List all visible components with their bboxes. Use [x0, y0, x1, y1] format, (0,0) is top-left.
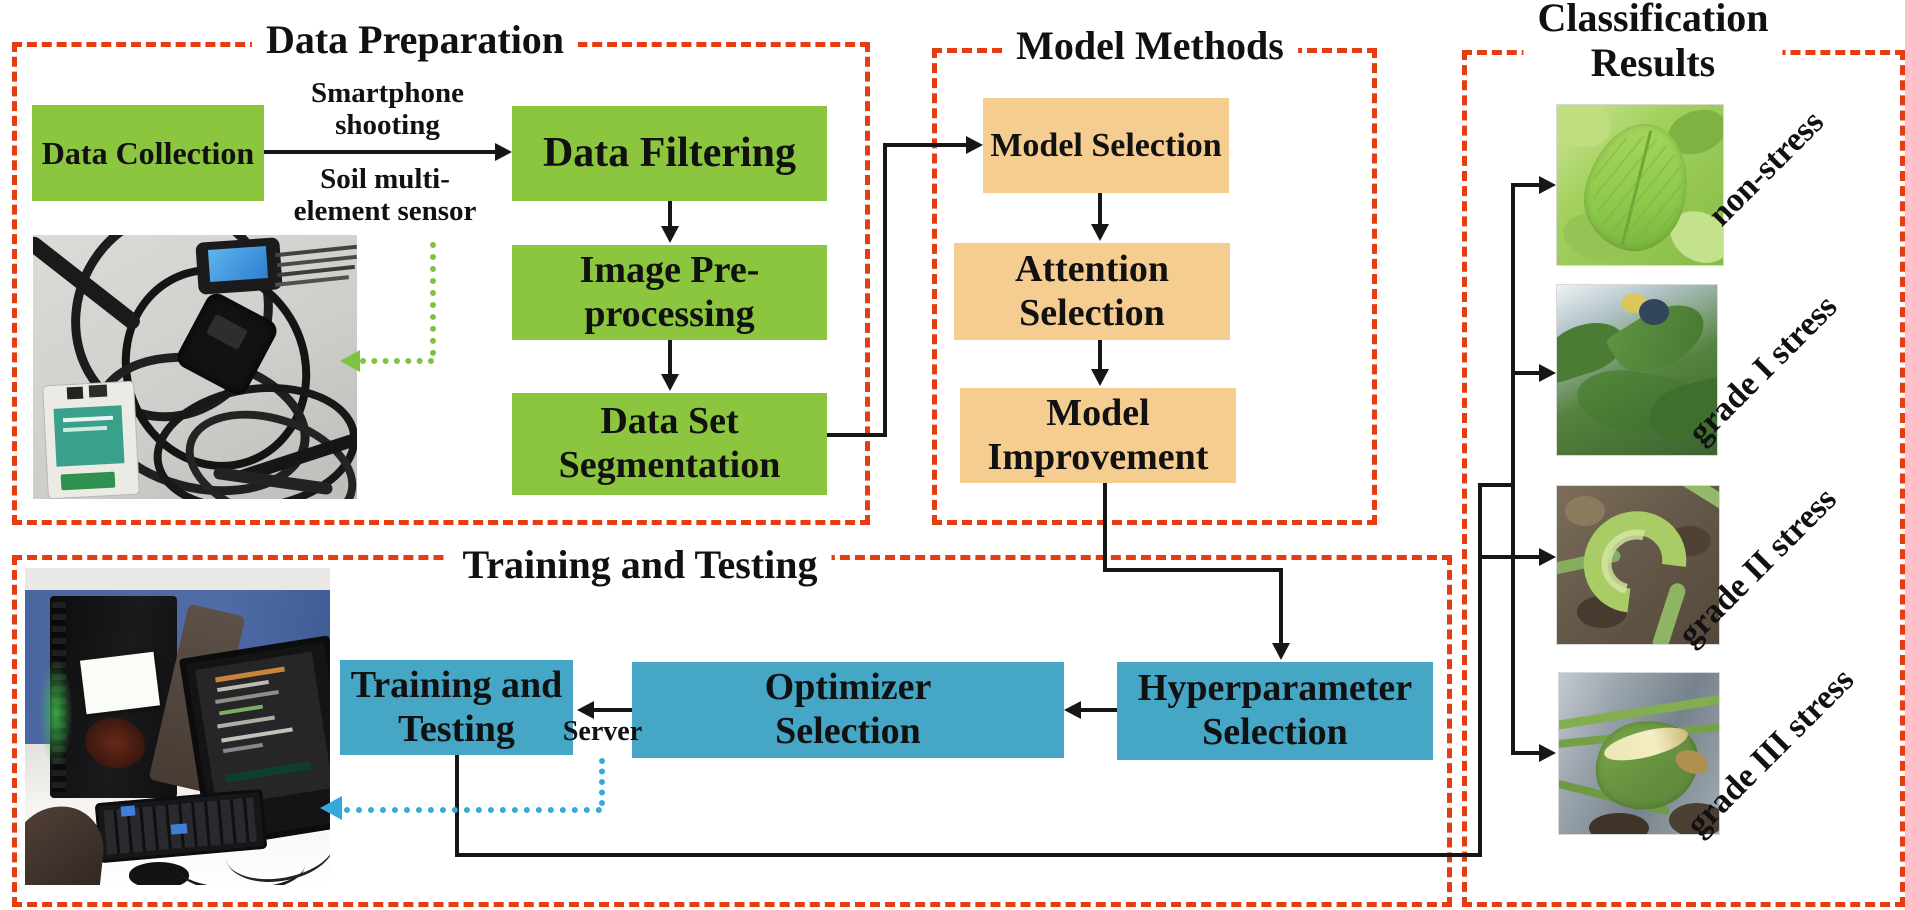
arrowhead-down-icon: [1272, 643, 1290, 660]
soil-sensor-dotted-connector-h: [360, 358, 434, 364]
section-title-classification-results: Classification Results: [1523, 0, 1783, 86]
result-photo-grade3: [1558, 672, 1720, 835]
server-photo: [25, 568, 330, 885]
arrowhead-down-icon: [661, 226, 679, 243]
results-trunk-jog: [1478, 483, 1515, 487]
node-label: Model Selection: [990, 126, 1222, 164]
edge-segmentation-modelselection-a: [827, 433, 885, 437]
blue-arrowhead-left-icon: [320, 796, 342, 820]
edge-collection-filtering: [263, 150, 499, 154]
classification-title-line1: Classification: [1537, 0, 1769, 40]
node-label: Image Pre-processing: [579, 248, 760, 335]
node-image-preprocessing: Image Pre-processing: [512, 245, 827, 340]
node-model-selection: Model Selection: [983, 98, 1229, 193]
arrowhead-right-icon: [1539, 176, 1556, 194]
section-title-model-methods: Model Methods: [1002, 23, 1298, 69]
edge-label-smartphone-shooting: Smartphone shooting: [310, 77, 465, 141]
node-hyperparameter-selection: Hyperparameter Selection: [1117, 662, 1433, 760]
edge-training-results-a: [455, 755, 459, 855]
edge-label-server: Server: [562, 716, 643, 747]
arrowhead-right-icon: [1539, 548, 1556, 566]
edge-optimizer-training: [593, 708, 632, 712]
arrowhead-right-icon: [1539, 364, 1556, 382]
soil-sensor-dotted-connector-v: [430, 242, 436, 356]
branch-grade3: [1515, 751, 1543, 755]
node-label: Training and Testing: [350, 663, 563, 750]
result-photo-non-stress: [1556, 104, 1724, 266]
edge-improvement-hyperparameter-b: [1103, 568, 1283, 572]
green-arrowhead-left-icon: [340, 350, 360, 372]
node-label: Data Set Segmentation: [558, 400, 781, 486]
node-label: Model Improvement: [987, 391, 1209, 478]
soil-sensor-photo: [33, 235, 357, 499]
node-label: Data Collection: [41, 134, 255, 171]
arrowhead-right-icon: [966, 136, 983, 154]
node-data-filtering: Data Filtering: [512, 106, 827, 201]
edge-attention-improvement: [1098, 340, 1102, 369]
edge-segmentation-modelselection-b: [883, 143, 887, 437]
node-label: Data Filtering: [542, 130, 797, 177]
arrowhead-right-icon: [1539, 744, 1556, 762]
edge-improvement-hyperparameter-a: [1103, 483, 1107, 572]
arrowhead-down-icon: [1091, 224, 1109, 241]
node-label: Hyperparameter Selection: [1137, 667, 1413, 753]
node-dataset-segmentation: Data Set Segmentation: [512, 393, 827, 495]
branch-nonstress: [1515, 183, 1543, 187]
node-optimizer-selection: Optimizer Selection: [632, 662, 1064, 758]
arrowhead-left-icon: [1064, 701, 1081, 719]
server-dotted-connector-h: [344, 807, 602, 813]
edge-improvement-hyperparameter-c: [1279, 568, 1283, 643]
node-training-testing: Training and Testing: [340, 660, 573, 755]
arrowhead-left-icon: [577, 701, 594, 719]
mouse: [129, 862, 189, 885]
edge-filtering-preprocessing: [668, 201, 672, 231]
edge-hyperparameter-optimizer: [1080, 708, 1117, 712]
result-photo-grade1: [1556, 284, 1718, 456]
edge-segmentation-modelselection-c: [885, 143, 967, 147]
arrowhead-down-icon: [1091, 369, 1109, 386]
classification-title-line2: Results: [1590, 39, 1716, 85]
results-trunk-lower: [1478, 485, 1482, 857]
edge-label-soil-sensor: Soil multi-element sensor: [293, 163, 477, 227]
edge-preprocessing-segmentation: [668, 340, 672, 374]
branch-grade1: [1515, 371, 1543, 375]
branch-grade2: [1482, 555, 1543, 559]
result-photo-grade2: [1556, 485, 1720, 645]
section-title-data-preparation: Data Preparation: [251, 17, 579, 63]
node-data-collection: Data Collection: [32, 105, 264, 201]
edge-training-results-b: [455, 853, 1482, 857]
results-trunk-upper: [1511, 183, 1515, 755]
node-model-improvement: Model Improvement: [960, 388, 1236, 483]
section-title-training-testing: Training and Testing: [448, 542, 832, 588]
node-label: Attention Selection: [1014, 247, 1170, 334]
node-label: Optimizer Selection: [764, 666, 932, 752]
arrowhead-down-icon: [661, 374, 679, 391]
edge-modelselection-attention: [1098, 193, 1102, 224]
node-attention-selection: Attention Selection: [954, 243, 1230, 340]
arrowhead-right-icon: [495, 143, 512, 161]
server-dotted-connector-v: [599, 758, 605, 806]
